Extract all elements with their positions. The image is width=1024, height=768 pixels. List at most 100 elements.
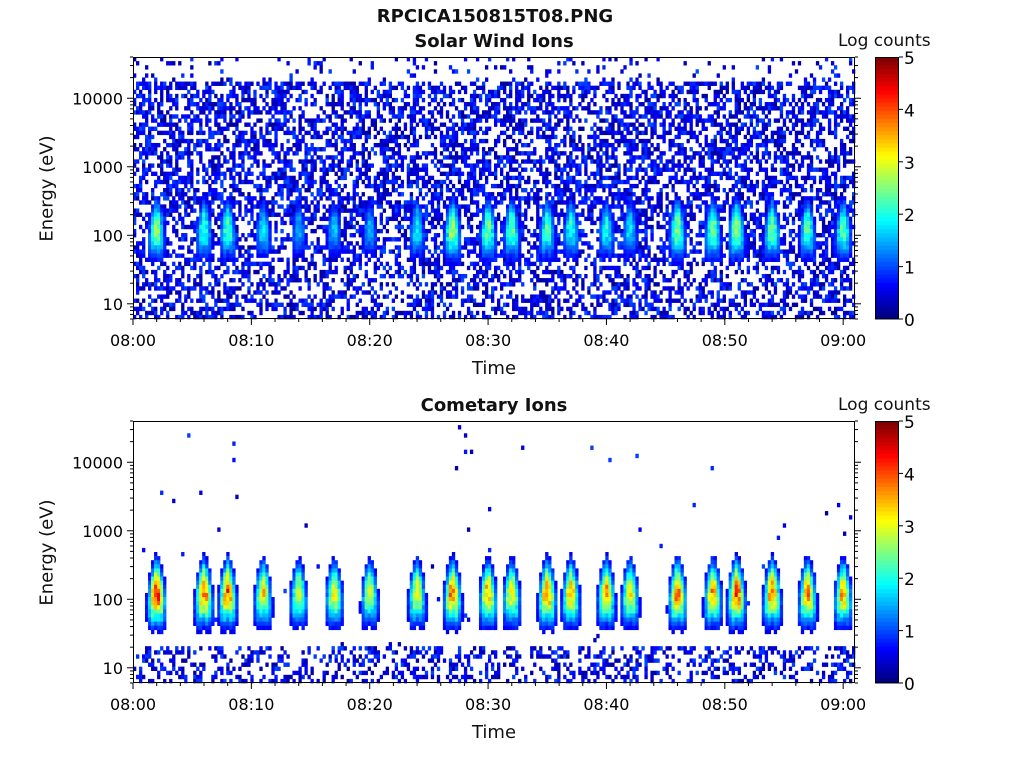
- colorbar-tick-label: 4: [904, 465, 915, 485]
- colorbar-swatch: [875, 523, 899, 528]
- x-tick-label: 08:50: [702, 695, 748, 714]
- colorbar-tick-label: 0: [904, 675, 915, 695]
- colorbar-swatch: [875, 102, 899, 107]
- colorbar-frame: [875, 421, 899, 683]
- panel-2-xlabel: Time: [471, 722, 517, 743]
- colorbar-swatch: [875, 449, 899, 455]
- colorbar-swatch: [875, 662, 899, 668]
- colorbar-swatch: [875, 457, 899, 463]
- colorbar-swatch: [875, 302, 899, 308]
- colorbar-swatch: [875, 97, 899, 103]
- colorbar-swatch: [875, 175, 899, 181]
- colorbar-swatch: [875, 253, 899, 259]
- colorbar-tick-label: 5: [904, 413, 915, 433]
- colorbar-swatch: [875, 61, 899, 66]
- colorbar-swatch: [875, 642, 899, 647]
- colorbar-swatch: [875, 482, 899, 487]
- x-tick-label: 09:00: [820, 331, 866, 350]
- colorbar-swatch: [875, 134, 899, 140]
- colorbar-swatch: [875, 560, 899, 565]
- colorbar-swatch: [875, 200, 899, 205]
- colorbar-swatch: [875, 290, 899, 295]
- colorbar-swatch: [875, 425, 899, 430]
- colorbar-tick-label: 4: [904, 101, 915, 121]
- x-tick-label: 08:10: [228, 331, 274, 350]
- colorbar-swatch: [875, 568, 899, 573]
- colorbar-tick-label: 2: [904, 570, 915, 590]
- colorbar-swatch: [875, 126, 899, 132]
- colorbar-swatch: [875, 77, 899, 83]
- colorbar-swatch: [875, 310, 899, 316]
- colorbar-swatch: [875, 241, 899, 246]
- colorbar-swatch: [875, 613, 899, 618]
- colorbar-swatch: [875, 314, 899, 320]
- colorbar-swatch: [875, 228, 899, 234]
- colorbar-swatch: [875, 494, 899, 500]
- colorbar-swatch: [875, 233, 899, 238]
- y-tick-label: 1000: [82, 522, 123, 541]
- colorbar-swatch: [875, 245, 899, 250]
- panel-1-heatmap: [133, 57, 856, 320]
- colorbar-swatch: [875, 445, 899, 451]
- x-tick-label: 08:40: [583, 331, 629, 350]
- colorbar-swatch: [875, 196, 899, 201]
- y-tick-label: 10000: [72, 453, 123, 472]
- y-tick-label: 10000: [72, 89, 123, 108]
- colorbar-swatch: [875, 106, 899, 111]
- colorbar-swatch: [875, 605, 899, 610]
- colorbar-swatch: [875, 621, 899, 627]
- x-tick-label: 08:20: [347, 331, 393, 350]
- x-tick-label: 08:30: [465, 695, 511, 714]
- x-tick-label: 08:30: [465, 331, 511, 350]
- y-tick-label: 100: [92, 590, 123, 609]
- colorbar-swatch: [875, 609, 899, 614]
- panel-1-colorbar-label: Log counts: [838, 31, 931, 51]
- colorbar-swatch: [875, 188, 899, 193]
- colorbar-swatch: [875, 564, 899, 569]
- colorbar-swatch: [875, 601, 899, 606]
- colorbar-swatch: [875, 670, 899, 676]
- colorbar-swatch: [875, 298, 899, 304]
- colorbar-swatch: [875, 147, 899, 152]
- colorbar-swatch: [875, 204, 899, 209]
- colorbar-swatch: [875, 130, 899, 136]
- panel-1-colorbar: [875, 57, 899, 320]
- colorbar-swatch: [875, 474, 899, 479]
- colorbar-swatch: [875, 519, 899, 524]
- colorbar-swatch: [875, 592, 899, 598]
- colorbar-swatch: [875, 502, 899, 508]
- colorbar-tick-label: 1: [904, 623, 915, 643]
- panel-2-colorbar-label: Log counts: [838, 395, 931, 415]
- y-tick-label: 10: [103, 659, 123, 678]
- colorbar-swatch: [875, 85, 899, 91]
- panel-2-title: Cometary Ions: [420, 395, 568, 416]
- colorbar-swatch: [875, 224, 899, 230]
- colorbar-swatch: [875, 556, 899, 561]
- colorbar-swatch: [875, 257, 899, 263]
- colorbar-swatch: [875, 531, 899, 537]
- colorbar-swatch: [875, 142, 899, 148]
- colorbar-swatch: [875, 249, 899, 254]
- colorbar-swatch: [875, 93, 899, 99]
- colorbar-swatch: [875, 539, 899, 545]
- colorbar-swatch: [875, 654, 899, 659]
- colorbar-swatch: [875, 171, 899, 177]
- colorbar-swatch: [875, 273, 899, 279]
- colorbar-tick-label: 3: [904, 518, 915, 538]
- colorbar-swatch: [875, 580, 899, 586]
- colorbar-tick-label: 3: [904, 154, 915, 174]
- colorbar-swatch: [875, 138, 899, 144]
- colorbar-swatch: [875, 151, 899, 156]
- colorbar-swatch: [875, 159, 899, 164]
- colorbar-swatch: [875, 588, 899, 594]
- colorbar-tick-label: 1: [904, 259, 915, 279]
- colorbar-swatch: [875, 89, 899, 95]
- colorbar-swatch: [875, 646, 899, 651]
- colorbar-swatch: [875, 208, 899, 214]
- plot-frame: [133, 57, 855, 319]
- y-tick-label: 100: [92, 226, 123, 245]
- colorbar-swatch: [875, 552, 899, 557]
- colorbar-swatch: [875, 674, 899, 680]
- colorbar-swatch: [875, 69, 899, 74]
